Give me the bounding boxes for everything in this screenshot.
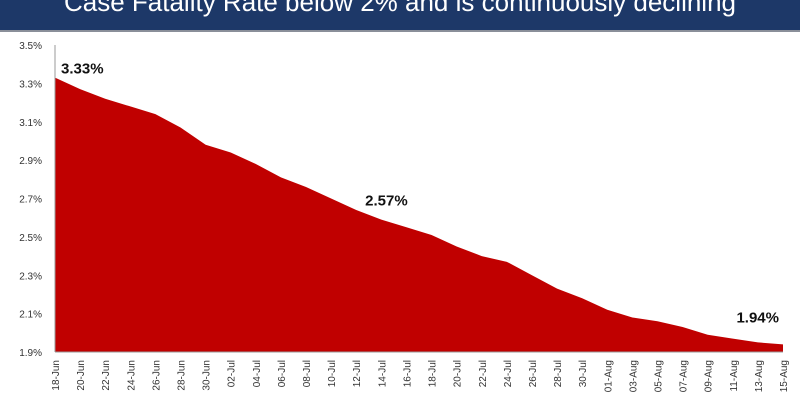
x-tick-label: 30-Jun: [202, 360, 213, 391]
data-label: 1.94%: [736, 309, 779, 326]
data-label: 2.57%: [365, 192, 408, 209]
x-tick-label: 02-Jul: [227, 360, 238, 387]
y-tick-label: 3.1%: [19, 118, 42, 129]
x-tick-label: 26-Jul: [528, 360, 539, 387]
y-tick-label: 2.7%: [19, 195, 42, 206]
x-tick-label: 18-Jul: [428, 360, 439, 387]
x-tick-label: 14-Jul: [377, 360, 388, 387]
x-tick-label: 16-Jul: [402, 360, 413, 387]
x-tick-label: 11-Aug: [729, 360, 740, 392]
x-tick-label: 22-Jul: [478, 360, 489, 387]
x-tick-label: 26-Jun: [151, 360, 162, 391]
x-tick-label: 08-Jul: [302, 360, 313, 387]
x-tick-label: 22-Jun: [101, 360, 112, 391]
x-tick-label: 30-Jul: [578, 360, 589, 387]
x-tick-label: 20-Jun: [76, 360, 87, 391]
x-tick-label: 18-Jun: [51, 360, 62, 391]
x-tick-label: 07-Aug: [679, 360, 690, 392]
x-tick-label: 03-Aug: [628, 360, 639, 392]
y-tick-label: 2.3%: [19, 271, 42, 282]
x-tick-label: 05-Aug: [653, 360, 664, 392]
y-tick-label: 2.1%: [19, 310, 42, 321]
x-tick-label: 12-Jul: [352, 360, 363, 387]
x-tick-label: 15-Aug: [779, 360, 790, 392]
x-tick-label: 09-Aug: [704, 360, 715, 392]
y-tick-label: 2.9%: [19, 156, 42, 167]
x-tick-label: 06-Jul: [277, 360, 288, 387]
data-label: 3.33%: [61, 61, 104, 78]
area-series: [55, 77, 783, 353]
x-tick-label: 20-Jul: [453, 360, 464, 387]
x-tick-label: 24-Jul: [503, 360, 514, 387]
y-tick-label: 3.5%: [19, 41, 42, 52]
x-tick-label: 13-Aug: [754, 360, 765, 392]
y-tick-label: 1.9%: [19, 348, 42, 359]
x-tick-label: 28-Jun: [177, 360, 188, 391]
chart-title: Case Fatality Rate below 2% and is conti…: [63, 0, 737, 17]
x-tick-label: 04-Jul: [252, 360, 263, 387]
y-tick-label: 3.3%: [19, 79, 42, 90]
x-tick-label: 01-Aug: [603, 360, 614, 392]
title-bar: Case Fatality Rate below 2% and is conti…: [0, 0, 800, 32]
x-tick-label: 24-Jun: [126, 360, 137, 391]
x-tick-label: 28-Jul: [553, 360, 564, 387]
x-tick-label: 10-Jul: [327, 360, 338, 387]
y-tick-label: 2.5%: [19, 233, 42, 244]
